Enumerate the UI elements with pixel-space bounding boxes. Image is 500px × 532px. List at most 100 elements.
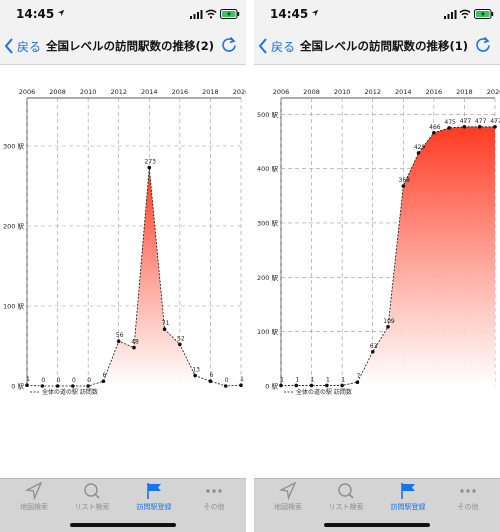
data-label: 477 (490, 118, 500, 125)
data-label: 429 (414, 144, 426, 151)
data-point (239, 383, 243, 388)
data-label: 1 (280, 376, 284, 383)
x-tick-label: 2012 (364, 88, 381, 96)
data-point (223, 384, 228, 388)
tab-more[interactable]: その他 (438, 482, 498, 516)
series-area (27, 167, 241, 386)
y-tick-label: 300 駅 (257, 219, 278, 227)
data-label: 0 (41, 377, 45, 384)
location-services-icon (57, 9, 65, 17)
data-label: 0 (225, 377, 229, 384)
data-point (462, 125, 467, 129)
data-point (71, 384, 75, 388)
data-label: 13 (192, 367, 200, 374)
data-label: 466 (429, 124, 441, 131)
data-label: 0 (72, 377, 76, 384)
data-point (116, 339, 121, 344)
search-icon (338, 483, 354, 499)
data-label: 0 (57, 377, 61, 384)
data-point (208, 379, 213, 384)
more-dots-icon (460, 489, 476, 493)
status-bar: 14:45 (254, 0, 500, 28)
data-point (25, 383, 29, 388)
more-dots-icon (206, 489, 222, 493)
data-point (493, 125, 497, 129)
x-tick-label: 2006 (19, 88, 36, 96)
tab-register-visits[interactable]: 訪問駅登録 (378, 482, 438, 516)
back-button[interactable]: 戻る (258, 36, 295, 56)
tab-label: リスト検索 (74, 503, 110, 511)
refresh-icon[interactable] (474, 36, 492, 54)
data-point (40, 384, 45, 388)
data-label: 0 (87, 377, 91, 384)
data-label: 1 (240, 376, 244, 383)
data-point (447, 126, 451, 130)
screen-left: 14:45 戻る 全国レベルの訪問駅数の推移(2) 2006 2008 2010 20… (0, 0, 246, 532)
x-tick-label: 2014 (141, 88, 158, 96)
data-point (386, 324, 390, 329)
screen-right: 14:45 戻る 全国レベルの訪問駅数の推移(1) 2006 2008 2010 20… (254, 0, 500, 532)
location-services-icon (311, 9, 319, 17)
x-tick-label: 2006 (273, 88, 290, 96)
y-tick-label: 0 駅 (11, 383, 24, 391)
data-label: 109 (383, 318, 395, 325)
y-tick-label: 200 駅 (3, 223, 24, 231)
status-time: 14:45 (270, 7, 309, 21)
tab-map-search[interactable]: 地図検索 (4, 482, 64, 516)
back-label: 戻る (271, 39, 296, 54)
search-icon (84, 483, 100, 499)
flag-icon (401, 483, 415, 499)
tab-label: 訪問駅登録 (390, 503, 426, 511)
battery-charging-icon (474, 9, 494, 19)
home-indicator[interactable] (324, 523, 430, 527)
tab-list-search[interactable]: リスト検索 (316, 482, 376, 516)
data-label: 56 (116, 332, 124, 339)
data-point (162, 327, 167, 332)
data-point (86, 384, 90, 388)
back-label: 戻る (17, 39, 42, 54)
tab-label: 地図検索 (20, 503, 48, 511)
wifi-icon (205, 9, 217, 19)
tab-register-visits[interactable]: 訪問駅登録 (124, 482, 184, 516)
home-indicator[interactable] (70, 523, 176, 527)
x-tick-label: 2016 (172, 88, 189, 96)
data-label: 1 (26, 376, 30, 383)
cellular-signal-icon (444, 10, 457, 19)
tab-label: 地図検索 (274, 503, 302, 511)
data-point (355, 380, 360, 384)
screen-divider (246, 0, 254, 532)
navigation-bar: 戻る 全国レベルの訪問駅数の推移(2) (0, 28, 246, 65)
refresh-icon[interactable] (220, 36, 238, 54)
data-point (477, 125, 482, 129)
data-point (178, 342, 182, 347)
location-arrow-icon (278, 482, 297, 500)
x-tick-label: 2010 (80, 88, 97, 96)
tab-map-search[interactable]: 地図検索 (258, 482, 318, 516)
flag-icon (147, 483, 161, 499)
tab-label: 訪問駅登録 (136, 503, 172, 511)
tab-more[interactable]: その他 (184, 482, 244, 516)
data-label: 1 (326, 376, 330, 383)
data-label: 1 (341, 376, 345, 383)
y-tick-label: 300 駅 (3, 143, 24, 151)
page-title: 全国レベルの訪問駅数の推移(1) (300, 39, 469, 53)
data-point (294, 383, 299, 388)
y-tick-label: 500 駅 (257, 111, 278, 119)
navigation-bar: 戻る 全国レベルの訪問駅数の推移(1) (254, 28, 500, 65)
data-label: 6 (103, 372, 107, 379)
data-label: 6 (210, 372, 214, 379)
data-label: 1 (295, 376, 299, 383)
y-tick-label: 100 駅 (257, 328, 278, 336)
page-title: 全国レベルの訪問駅数の推移(2) (46, 39, 215, 53)
data-label: 1 (311, 376, 315, 383)
y-tick-label: 100 駅 (3, 303, 24, 311)
data-point (55, 384, 60, 388)
data-point (147, 165, 152, 170)
data-point (101, 379, 106, 384)
back-button[interactable]: 戻る (4, 36, 41, 56)
tab-label: リスト検索 (328, 503, 364, 511)
data-point (401, 184, 406, 188)
tab-list-search[interactable]: リスト検索 (62, 482, 122, 516)
y-tick-label: 200 駅 (257, 274, 278, 282)
